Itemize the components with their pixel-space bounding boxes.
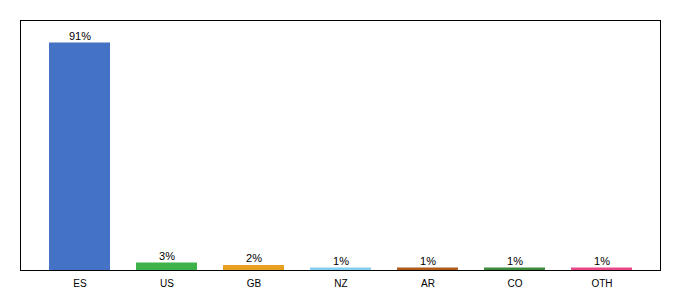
svg-text:2%: 2% <box>246 252 262 264</box>
svg-text:OTH: OTH <box>591 278 612 289</box>
svg-text:ES: ES <box>73 278 87 289</box>
svg-text:CO: CO <box>508 278 523 289</box>
svg-text:1%: 1% <box>507 255 523 267</box>
svg-text:1%: 1% <box>420 255 436 267</box>
svg-text:1%: 1% <box>594 255 610 267</box>
svg-text:NZ: NZ <box>334 278 347 289</box>
svg-text:1%: 1% <box>333 255 349 267</box>
svg-text:GB: GB <box>247 278 262 289</box>
svg-text:AR: AR <box>421 278 435 289</box>
svg-text:US: US <box>160 278 174 289</box>
svg-text:91%: 91% <box>69 30 91 42</box>
svg-text:3%: 3% <box>159 250 175 262</box>
